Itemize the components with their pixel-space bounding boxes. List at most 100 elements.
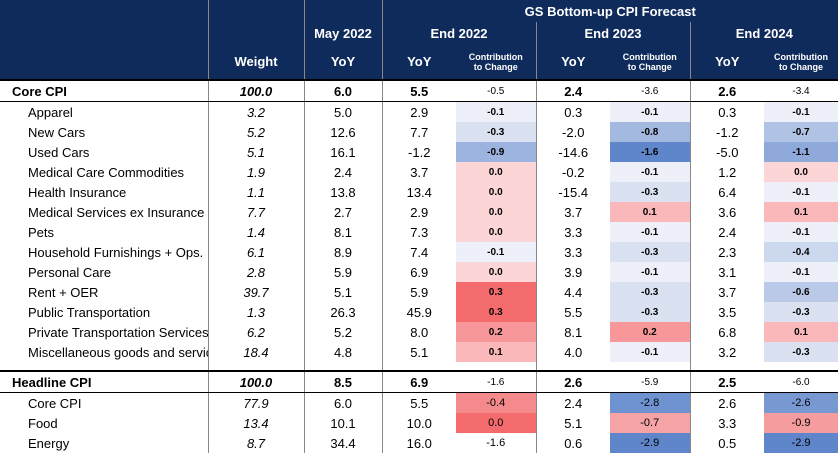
row-label: Miscellaneous goods and services xyxy=(28,344,208,360)
header-2023-yoy: YoY xyxy=(535,44,610,80)
row-weight: 7.7 xyxy=(207,202,304,222)
table-row: Personal Care 2.8 5.9 6.9 0.0 3.9 -0.1 3.1 -0.1 xyxy=(0,262,838,282)
row-2022-yoy: 6.9 xyxy=(381,262,456,282)
section-2023-contribution: -5.9 xyxy=(610,370,690,393)
row-2022-contribution: -0.9 xyxy=(456,142,536,162)
section-2023-yoy: 2.4 xyxy=(535,79,610,102)
row-2023-yoy: -14.6 xyxy=(535,142,610,162)
row-2022-contribution: -0.1 xyxy=(456,242,536,262)
table-row: Pets 1.4 8.1 7.3 0.0 3.3 -0.1 2.4 -0.1 xyxy=(0,222,838,242)
row-2024-contribution: -0.9 xyxy=(764,413,838,433)
row-2022-yoy: 10.0 xyxy=(381,413,456,433)
section-may-yoy: 6.0 xyxy=(303,79,382,102)
row-label: Apparel xyxy=(28,104,73,120)
table-row: Private Transportation Services 6.2 5.2 8.0… xyxy=(0,322,838,342)
row-2023-yoy: 3.7 xyxy=(535,202,610,222)
row-2022-yoy: 16.0 xyxy=(381,433,456,453)
row-weight: 1.9 xyxy=(207,162,304,182)
section-label: Headline CPI xyxy=(0,370,208,393)
table-row: Medical Care Commodities 1.9 2.4 3.7 0.0 -0.2… xyxy=(0,162,838,182)
row-2024-contribution: -1.1 xyxy=(764,142,838,162)
row-weight: 1.1 xyxy=(207,182,304,202)
row-label: Rent + OER xyxy=(28,284,99,300)
table-row: Miscellaneous goods and services 18.4 4.8 5… xyxy=(0,342,838,362)
row-label: Personal Care xyxy=(28,264,112,280)
table-row: Medical Services ex Insurance 7.7 2.7 2.9 0.… xyxy=(0,202,838,222)
row-2023-yoy: 3.3 xyxy=(535,222,610,242)
row-weight: 13.4 xyxy=(207,413,304,433)
row-2023-yoy: -15.4 xyxy=(535,182,610,202)
header-end-2022: End 2022 xyxy=(381,22,536,44)
row-2024-yoy: 3.5 xyxy=(689,302,764,322)
row-2023-contribution: -1.6 xyxy=(610,142,690,162)
row-2024-yoy: 6.8 xyxy=(689,322,764,342)
row-label: Private Transportation Services xyxy=(28,324,208,340)
row-2022-yoy: 13.4 xyxy=(381,182,456,202)
section-2023-contribution: -3.6 xyxy=(610,79,690,102)
row-2022-yoy: 5.1 xyxy=(381,342,456,362)
row-may-yoy: 5.1 xyxy=(303,282,382,302)
row-2022-yoy: 7.3 xyxy=(381,222,456,242)
row-2022-yoy: -1.2 xyxy=(381,142,456,162)
row-label: Pets xyxy=(28,224,55,240)
row-2024-contribution: 0.0 xyxy=(764,162,838,182)
row-weight: 6.2 xyxy=(207,322,304,342)
row-2024-contribution: -2.6 xyxy=(764,392,838,413)
row-weight: 1.4 xyxy=(207,222,304,242)
row-label: Food xyxy=(28,415,58,431)
row-weight: 18.4 xyxy=(207,342,304,362)
row-label: Medical Care Commodities xyxy=(28,164,185,180)
row-weight: 2.8 xyxy=(207,262,304,282)
row-label: Health Insurance xyxy=(28,184,127,200)
section-weight: 100.0 xyxy=(207,79,304,102)
section-2022-contribution: -1.6 xyxy=(456,370,536,393)
header-blank-may xyxy=(303,0,382,22)
row-may-yoy: 10.1 xyxy=(303,413,382,433)
row-label: Used Cars xyxy=(28,144,90,160)
row-label: Public Transportation xyxy=(28,304,151,320)
row-may-yoy: 2.4 xyxy=(303,162,382,182)
row-2024-contribution: -0.3 xyxy=(764,302,838,322)
table-row: Public Transportation 1.3 26.3 45.9 0.3 5.5 -0… xyxy=(0,302,838,322)
row-may-yoy: 4.8 xyxy=(303,342,382,362)
row-weight: 3.2 xyxy=(207,101,304,122)
section-2022-yoy: 5.5 xyxy=(381,79,456,102)
table-row: New Cars 5.2 12.6 7.7 -0.3 -2.0 -0.8 -1.2 -0.7 xyxy=(0,122,838,142)
row-2023-contribution: -0.1 xyxy=(610,342,690,362)
row-2024-yoy: 1.2 xyxy=(689,162,764,182)
row-may-yoy: 13.8 xyxy=(303,182,382,202)
section-weight: 100.0 xyxy=(207,370,304,393)
header-blank-weight xyxy=(207,0,304,22)
forecast-group-title: GS Bottom-up CPI Forecast xyxy=(381,0,838,22)
table-row: Food 13.4 10.1 10.0 0.0 5.1 -0.7 3.3 -0.9 xyxy=(0,413,838,433)
header-blank xyxy=(0,0,208,22)
row-2024-yoy: 3.7 xyxy=(689,282,764,302)
row-2022-contribution: 0.0 xyxy=(456,222,536,242)
row-weight: 77.9 xyxy=(207,392,304,413)
row-may-yoy: 8.1 xyxy=(303,222,382,242)
row-2024-contribution: -0.1 xyxy=(764,101,838,122)
section-may-yoy: 8.5 xyxy=(303,370,382,393)
row-2023-yoy: 8.1 xyxy=(535,322,610,342)
header-2022-contribution: Contribution to Change xyxy=(456,44,536,80)
header-may-yoy: YoY xyxy=(303,44,382,80)
row-2023-contribution: -2.9 xyxy=(610,433,690,453)
row-2023-contribution: 0.2 xyxy=(610,322,690,342)
table-row: Health Insurance 1.1 13.8 13.4 0.0 -15.4 -0.3 6… xyxy=(0,182,838,202)
row-may-yoy: 2.7 xyxy=(303,202,382,222)
headline-summary-row: Headline CPI 100.0 8.5 6.9 -1.6 2.6 -5.9 2.5 -6.… xyxy=(0,370,838,393)
section-2024-contribution: -6.0 xyxy=(764,370,838,393)
row-2023-contribution: -0.1 xyxy=(610,101,690,122)
row-2024-yoy: -5.0 xyxy=(689,142,764,162)
row-2024-yoy: 2.3 xyxy=(689,242,764,262)
row-2024-yoy: -1.2 xyxy=(689,122,764,142)
row-2024-contribution: -0.3 xyxy=(764,342,838,362)
row-weight: 8.7 xyxy=(207,433,304,453)
row-2023-contribution: -0.3 xyxy=(610,242,690,262)
row-label: Household Furnishings + Ops. xyxy=(28,244,204,260)
table-row: Household Furnishings + Ops. 6.1 8.9 7.4 -0.… xyxy=(0,242,838,262)
row-2023-contribution: -0.3 xyxy=(610,282,690,302)
row-may-yoy: 8.9 xyxy=(303,242,382,262)
row-2023-contribution: 0.1 xyxy=(610,202,690,222)
header-2024-yoy: YoY xyxy=(689,44,764,80)
